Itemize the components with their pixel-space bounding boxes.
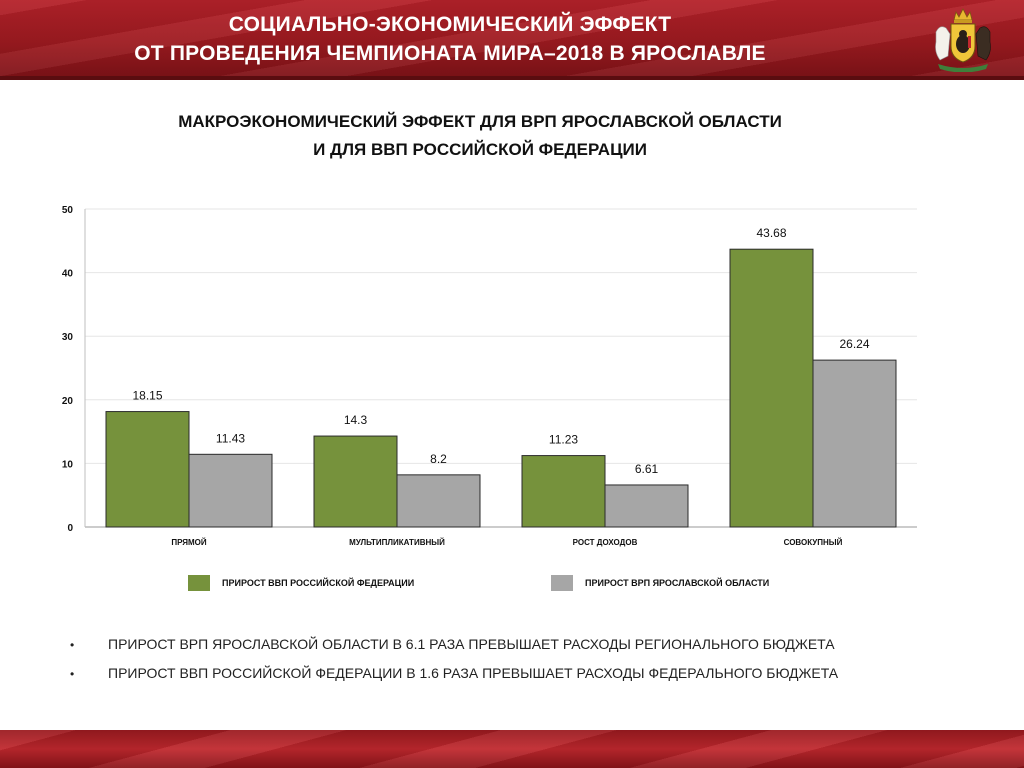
chart-heading: МАКРОЭКОНОМИЧЕСКИЙ ЭФФЕКТ ДЛЯ ВРП ЯРОСЛА… <box>0 108 960 164</box>
bar <box>812 359 897 528</box>
y-tick-label: 20 <box>62 396 74 407</box>
data-label: 14.3 <box>344 413 368 427</box>
bar-chart: 0 10 20 30 40 50 18.15 11.43 ПРЯМОЙ 14.3 8.2 МУЛЬТИ… <box>62 205 917 547</box>
footer-band <box>0 730 1024 768</box>
bar <box>604 484 689 528</box>
data-label: 11.43 <box>216 431 245 445</box>
bar <box>729 248 814 528</box>
x-tick-label: ПРЯМОЙ <box>171 538 207 547</box>
data-label: 26.24 <box>839 337 869 351</box>
bar <box>105 411 190 528</box>
note-item: • ПРИРОСТ ВРП ЯРОСЛАВСКОЙ ОБЛАСТИ В 6.1 … <box>70 636 970 665</box>
notes-list: • ПРИРОСТ ВРП ЯРОСЛАВСКОЙ ОБЛАСТИ В 6.1 … <box>70 636 970 694</box>
data-label: 11.23 <box>549 433 578 447</box>
yaroslavl-coat-of-arms-icon <box>935 8 991 72</box>
y-tick-label: 0 <box>67 523 73 534</box>
page-title-line-2: ОТ ПРОВЕДЕНИЯ ЧЕМПИОНАТА МИРА–2018 В ЯРО… <box>134 42 766 65</box>
x-tick-label: СОВОКУПНЫЙ <box>784 538 843 547</box>
legend-item-rf: ПРИРОСТ ВВП РОССИЙСКОЙ ФЕДЕРАЦИИ <box>188 575 414 591</box>
page-title: СОЦИАЛЬНО-ЭКОНОМИЧЕСКИЙ ЭФФЕКТ ОТ ПРОВЕД… <box>0 10 900 68</box>
legend-swatch-rf <box>188 575 210 591</box>
chart-legend: ПРИРОСТ ВВП РОССИЙСКОЙ ФЕДЕРАЦИИ ПРИРОСТ… <box>0 575 1024 599</box>
note-item: • ПРИРОСТ ВВП РОССИЙСКОЙ ФЕДЕРАЦИИ В 1.6… <box>70 665 970 694</box>
y-tick-label: 10 <box>62 459 74 470</box>
legend-swatch-region <box>551 575 573 591</box>
page-title-line-1: СОЦИАЛЬНО-ЭКОНОМИЧЕСКИЙ ЭФФЕКТ <box>228 13 672 36</box>
data-label: 18.15 <box>132 389 162 403</box>
legend-label-rf: ПРИРОСТ ВВП РОССИЙСКОЙ ФЕДЕРАЦИИ <box>222 578 415 588</box>
note-text: ПРИРОСТ ВРП ЯРОСЛАВСКОЙ ОБЛАСТИ В 6.1 РА… <box>108 636 835 652</box>
header-banner <box>0 0 1024 78</box>
data-label: 43.68 <box>756 226 786 240</box>
chart-heading-line-2: И ДЛЯ ВВП РОССИЙСКОЙ ФЕДЕРАЦИИ <box>313 140 647 159</box>
legend-label-region: ПРИРОСТ ВРП ЯРОСЛАВСКОЙ ОБЛАСТИ <box>585 578 770 588</box>
header-divider <box>0 76 1024 80</box>
data-label: 8.2 <box>430 452 447 466</box>
bar <box>188 453 273 528</box>
y-tick-label: 50 <box>62 205 74 216</box>
legend-item-region: ПРИРОСТ ВРП ЯРОСЛАВСКОЙ ОБЛАСТИ <box>551 575 769 591</box>
data-label: 6.61 <box>635 462 659 476</box>
bullet-icon: • <box>70 638 75 652</box>
note-text: ПРИРОСТ ВВП РОССИЙСКОЙ ФЕДЕРАЦИИ В 1.6 Р… <box>108 665 839 681</box>
bar <box>521 455 606 528</box>
chart-heading-line-1: МАКРОЭКОНОМИЧЕСКИЙ ЭФФЕКТ ДЛЯ ВРП ЯРОСЛА… <box>178 112 782 131</box>
x-tick-label: МУЛЬТИПЛИКАТИВНЫЙ <box>349 538 445 547</box>
y-tick-label: 30 <box>62 332 74 343</box>
bar <box>396 474 481 528</box>
x-tick-label: РОСТ ДОХОДОВ <box>573 538 638 547</box>
y-tick-label: 40 <box>62 269 74 280</box>
bullet-icon: • <box>70 667 75 681</box>
bar <box>313 435 398 528</box>
